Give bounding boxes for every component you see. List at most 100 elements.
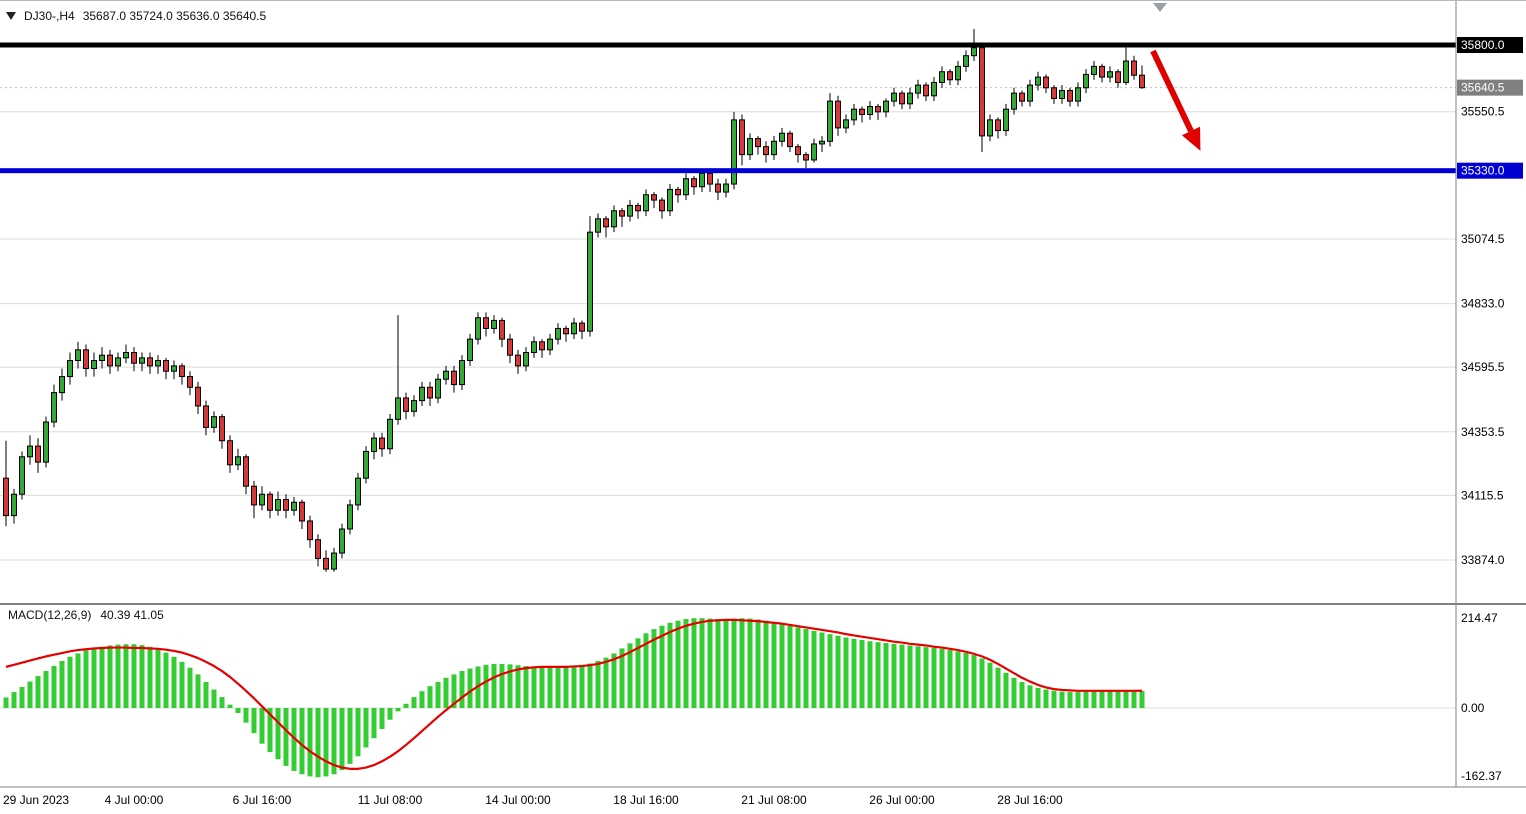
macd-histogram-bar [827,634,833,708]
bear-candle-body [307,520,313,541]
bull-candle-body [843,119,849,129]
bear-candle-body [299,501,305,522]
bull-candle-body [747,138,753,156]
macd-histogram-bar [931,647,937,708]
resistance-line-35800[interactable] [0,42,1456,48]
macd-histogram-bar [979,658,985,708]
bear-candle-body [187,376,193,388]
bull-candle-body [907,92,913,105]
macd-histogram-bar [1011,677,1017,708]
bear-candle-body [499,319,505,340]
macd-histogram-bar [1043,689,1049,708]
trend-arrow-head[interactable] [1181,126,1201,151]
bear-candle-body [227,440,233,466]
macd-histogram-bar [131,644,137,708]
macd-histogram-bar [595,661,601,708]
macd-histogram-bar [667,622,673,708]
bear-candle-body [379,437,385,450]
macd-histogram-bar [291,708,297,771]
macd-histogram-bar [75,653,81,708]
bull-candle-body [1091,65,1097,75]
bear-candle-body [755,138,761,148]
symbol-marker-icon[interactable] [6,12,16,20]
bull-candle-body [99,354,105,362]
bull-candle-body [259,493,265,506]
bull-candle-body [91,360,97,370]
bear-candle-body [515,354,521,367]
macd-histogram-bar [363,708,369,748]
trend-arrow-line[interactable] [1150,49,1194,133]
macd-histogram-bar [579,664,585,708]
bear-candle-body [675,188,681,196]
macd-histogram-bar [51,666,57,708]
bull-candle-body [1123,60,1129,83]
macd-histogram-bar [787,625,793,708]
bear-candle-body [1051,87,1057,99]
bear-candle-body [795,146,801,156]
macd-histogram-bar [923,647,929,708]
time-axis-label: 21 Jul 08:00 [741,793,807,807]
macd-histogram-bar [107,645,113,708]
bull-candle-body [547,338,553,351]
bear-candle-body [323,557,329,570]
bear-candle-body [803,154,809,161]
macd-histogram-bar [243,708,249,723]
macd-histogram-bar [491,663,497,708]
bear-candle-body [539,341,545,351]
macd-axis-label: 214.47 [1461,611,1498,625]
macd-histogram-bar [1019,681,1025,708]
macd-histogram-bar [147,646,153,708]
bull-candle-body [779,132,785,142]
macd-histogram-bar [539,666,545,708]
macd-histogram-bar [499,663,505,708]
bear-candle-body [219,416,225,442]
indicator-panel-separator[interactable] [0,603,1526,605]
macd-histogram-bar [211,689,217,708]
chart-shift-marker-icon[interactable] [1153,3,1167,12]
bear-candle-body [251,485,257,506]
bear-candle-body [1043,76,1049,89]
macd-histogram-bar [259,708,265,744]
macd-histogram-bar [347,708,353,764]
macd-histogram-bar [755,619,761,708]
bear-candle-body [603,218,609,228]
macd-histogram-bar [307,708,313,777]
bull-candle-body [627,204,633,217]
price-axis-label: 34115.5 [1461,488,1504,502]
macd-signal-line [5,618,1143,770]
macd-histogram-bar [875,642,881,708]
macd-histogram-bar [555,666,561,708]
macd-histogram-bar [531,666,537,708]
bear-candle-body [1139,74,1145,89]
macd-histogram-bar [659,625,665,708]
macd-histogram-bar [355,708,361,757]
bull-candle-body [1107,71,1113,78]
macd-histogram-bar [371,708,377,739]
macd-histogram-bar [779,624,785,708]
macd-histogram-bar [939,648,945,708]
price-axis-badge [1457,37,1523,53]
price-axis-label: 35640.5 [1461,81,1505,95]
macd-histogram-bar [235,708,241,714]
bear-candle-body [579,322,585,332]
bear-candle-body [195,386,201,407]
macd-histogram-bar [91,648,97,708]
macd-indicator-label: MACD(12,26,9) 40.39 41.05 [8,608,164,622]
bull-candle-body [555,327,561,340]
bull-candle-body [955,65,961,81]
bull-candle-body [595,218,601,233]
macd-histogram-bar [219,697,225,708]
bull-candle-body [459,360,465,386]
macd-histogram-bar [323,708,329,777]
bull-candle-body [139,357,145,364]
macd-histogram-bar [587,663,593,708]
bear-candle-body [1067,89,1073,102]
bear-candle-body [859,108,865,116]
bull-candle-body [771,140,777,156]
macd-histogram-bar [747,618,753,708]
macd-histogram-bar [483,664,489,708]
support-line-35330[interactable] [0,168,1456,174]
macd-histogram-bar [3,697,9,708]
bull-candle-body [347,504,353,530]
